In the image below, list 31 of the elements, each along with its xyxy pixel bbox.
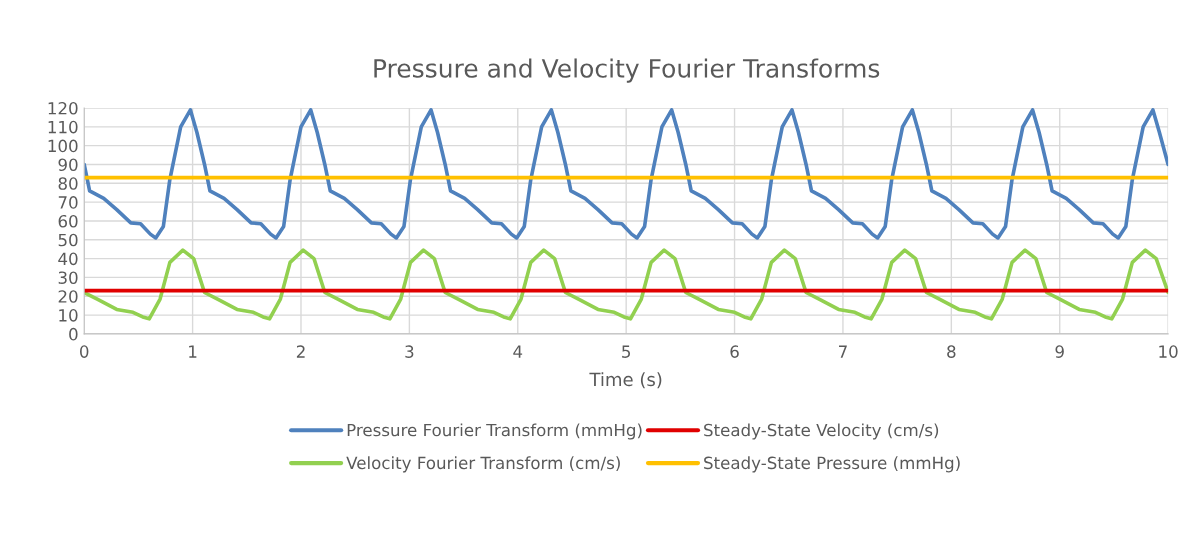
x-tick-label: 0	[80, 345, 89, 358]
x-tick-label: 5	[622, 345, 631, 358]
x-tick-label: 6	[730, 345, 739, 358]
y-tick-label: 30	[58, 271, 78, 284]
y-tick-label: 100	[48, 139, 78, 153]
y-tick-label: 0	[69, 327, 78, 341]
legend-label: Steady-State Pressure (mmHg)	[704, 456, 960, 473]
x-tick-label: 9	[1055, 345, 1064, 358]
y-tick-label: 70	[58, 196, 78, 209]
x-tick-label: 3	[405, 345, 414, 358]
y-tick-label: 110	[48, 120, 78, 134]
legend-label: Pressure Fourier Transform (mmHg)	[347, 423, 642, 440]
y-tick-label: 90	[58, 158, 78, 172]
legend-label: Velocity Fourier Transform (cm/s)	[346, 456, 620, 473]
x-tick-label: 4	[513, 345, 523, 358]
x-axis-title: Time (s)	[589, 372, 662, 389]
y-tick-label: 80	[58, 177, 78, 190]
y-tick-label: 40	[58, 252, 78, 266]
chart-title: Pressure and Velocity Fourier Transforms	[374, 58, 880, 83]
line-series	[84, 248, 1169, 321]
y-tick-label: 10	[59, 309, 78, 322]
x-tick-label: 8	[947, 345, 956, 358]
x-tick-label: 7	[839, 345, 847, 358]
legend-label: Steady-State Velocity (cm/s)	[704, 423, 939, 440]
y-tick-label: 120	[48, 101, 78, 115]
x-tick-label: 2	[296, 345, 305, 358]
y-tick-label: 60	[58, 214, 78, 228]
y-tick-label: 50	[58, 233, 78, 247]
x-tick-label: 10	[1159, 345, 1178, 358]
y-tick-label: 20	[58, 290, 78, 303]
x-tick-label: 1	[189, 345, 197, 358]
